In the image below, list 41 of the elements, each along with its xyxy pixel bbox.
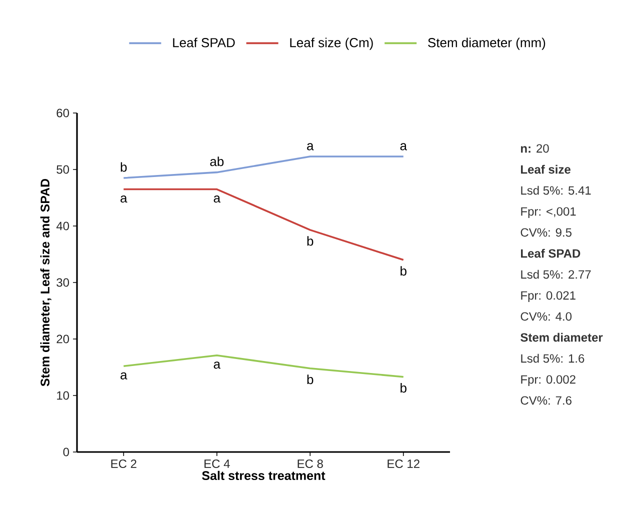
annotation: a bbox=[307, 143, 314, 150]
y-tick-label: 60 bbox=[56, 108, 70, 118]
annotation: b bbox=[307, 374, 314, 384]
text: CV%: 4.0 bbox=[520, 312, 572, 321]
x-tick-label: EC 2 bbox=[111, 460, 136, 468]
annotation: ab bbox=[210, 156, 224, 166]
y-tick-label: 30 bbox=[56, 278, 70, 287]
y-tick-label: 20 bbox=[56, 334, 70, 344]
text: Lsd 5%: 1.6 bbox=[521, 354, 584, 363]
text: Leaf size bbox=[521, 164, 570, 174]
x-axis-title: Salt stress treatment bbox=[202, 470, 326, 480]
y-axis-title: Stem diameter, Leaf size and SPAD bbox=[40, 178, 52, 386]
x-tick-label: EC 4 bbox=[204, 460, 230, 468]
text: CV%: 9.5 bbox=[520, 228, 572, 237]
y-tick-label: 40 bbox=[56, 222, 70, 230]
y-tick-label: 0 bbox=[63, 448, 70, 456]
text: Fpr: 0.002 bbox=[521, 375, 576, 386]
legend-label: Leaf size (Cm) bbox=[290, 38, 373, 50]
text: Fpr: <,001 bbox=[521, 207, 576, 218]
annotation: b bbox=[400, 383, 406, 393]
annotation: b bbox=[307, 236, 314, 246]
text: Fpr: 0.021 bbox=[521, 291, 576, 302]
legend-label: Stem diameter (mm) bbox=[428, 38, 546, 50]
text: Stem diameter bbox=[520, 332, 603, 342]
x-tick-label: EC 12 bbox=[388, 460, 420, 468]
text: Leaf SPAD bbox=[521, 248, 580, 258]
y-tick-label: 50 bbox=[56, 165, 70, 174]
annotation: a bbox=[214, 362, 220, 369]
text: CV%: 7.6 bbox=[520, 396, 572, 405]
text: Lsd 5%: 2.77 bbox=[521, 270, 591, 279]
text: Lsd 5%: 5.41 bbox=[521, 186, 591, 195]
annotation: a bbox=[400, 143, 407, 150]
annotation: a bbox=[120, 372, 128, 380]
annotation: a bbox=[120, 195, 128, 203]
y-tick-label: 10 bbox=[57, 391, 70, 400]
text: n: 20 bbox=[521, 144, 549, 153]
annotation: a bbox=[214, 195, 220, 203]
x-tick-label: EC 8 bbox=[298, 460, 323, 468]
legend-label: Leaf SPAD bbox=[173, 38, 235, 48]
annotation: b bbox=[400, 266, 406, 276]
annotation: b bbox=[120, 162, 127, 172]
